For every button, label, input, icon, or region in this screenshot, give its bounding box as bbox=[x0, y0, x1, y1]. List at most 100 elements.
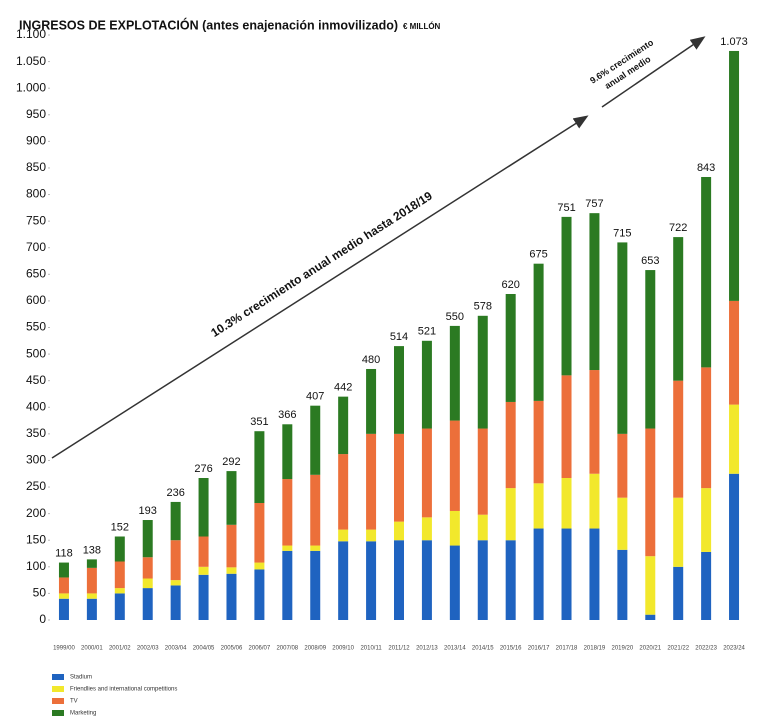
bar-segment bbox=[86, 559, 97, 568]
bar-segment bbox=[729, 300, 740, 405]
total-label: 193 bbox=[139, 505, 157, 517]
bar-segment bbox=[366, 433, 377, 530]
x-tick-label: 2016/17 bbox=[528, 646, 550, 652]
bar-segment bbox=[58, 562, 69, 578]
bar-segment bbox=[114, 561, 125, 589]
total-label: 715 bbox=[613, 227, 631, 239]
x-tick-label: 2023/24 bbox=[723, 646, 745, 652]
bar-segment bbox=[617, 242, 628, 434]
total-label: 620 bbox=[502, 279, 520, 291]
x-tick-label: 2009/10 bbox=[332, 646, 354, 652]
annotation: 10.3% crecimiento anual medio hasta 2018… bbox=[208, 189, 435, 340]
y-tick-label: 1.100 bbox=[16, 27, 46, 41]
total-label: 675 bbox=[529, 249, 547, 261]
bar-segment bbox=[561, 375, 572, 479]
trend-arrow bbox=[51, 115, 589, 459]
bar-segment bbox=[394, 433, 404, 522]
bar-segment bbox=[617, 497, 628, 550]
y-tick-label: 50 bbox=[33, 586, 47, 600]
bar-segment bbox=[561, 528, 572, 620]
bar-segment bbox=[701, 176, 712, 368]
bar-segment bbox=[421, 340, 432, 429]
bar-segment bbox=[645, 556, 656, 615]
y-tick-label: 950 bbox=[26, 107, 46, 121]
bar-segment bbox=[114, 593, 125, 620]
x-tick-label: 2013/14 bbox=[444, 646, 466, 652]
x-tick-label: 2015/16 bbox=[500, 646, 522, 652]
y-tick-label: 800 bbox=[26, 187, 46, 201]
bar-segment bbox=[338, 529, 349, 542]
y-tick-label: 600 bbox=[26, 293, 46, 307]
bar-segment bbox=[673, 497, 684, 567]
total-label: 351 bbox=[250, 416, 268, 428]
bar-segment bbox=[254, 562, 265, 570]
legend-swatch bbox=[52, 710, 64, 716]
total-label: 578 bbox=[474, 301, 492, 313]
bar-segment bbox=[533, 483, 544, 529]
bar-segment bbox=[533, 263, 544, 401]
bar-segment bbox=[673, 380, 684, 498]
bar-segment bbox=[729, 404, 740, 474]
y-tick-label: 200 bbox=[26, 506, 46, 520]
total-label: 236 bbox=[166, 487, 184, 499]
legend-swatch bbox=[52, 674, 64, 680]
chart-title: INGRESOS DE EXPLOTACIÓN (antes enajenaci… bbox=[19, 17, 398, 32]
bar-segment bbox=[142, 520, 153, 558]
bar-segment bbox=[142, 557, 153, 579]
total-label: 843 bbox=[697, 162, 715, 174]
y-tick-label: 500 bbox=[26, 346, 46, 360]
total-label: 118 bbox=[55, 547, 73, 559]
bar-segment bbox=[394, 346, 404, 434]
bar-segment bbox=[505, 293, 516, 402]
bar-segment bbox=[449, 325, 460, 421]
legend-label: TV bbox=[70, 699, 78, 705]
bar-segment bbox=[170, 580, 181, 586]
bar-segment bbox=[589, 528, 600, 620]
x-tick-label: 2008/09 bbox=[304, 646, 326, 652]
bar-segment bbox=[701, 367, 712, 489]
bar-segment bbox=[477, 428, 488, 515]
total-label: 366 bbox=[278, 409, 296, 421]
total-label: 722 bbox=[669, 222, 687, 234]
bar-segment bbox=[310, 545, 321, 551]
bar-segment bbox=[310, 550, 321, 620]
y-tick-label: 650 bbox=[26, 266, 46, 280]
x-tick-label: 2022/23 bbox=[695, 646, 717, 652]
bar-segment bbox=[505, 401, 516, 489]
bar-segment bbox=[701, 551, 712, 620]
bar-segment bbox=[394, 521, 404, 541]
y-tick-label: 700 bbox=[26, 240, 46, 254]
x-tick-label: 2020/21 bbox=[639, 646, 661, 652]
bar-segment bbox=[198, 566, 209, 575]
x-tick-label: 2007/08 bbox=[276, 646, 298, 652]
bar-segment bbox=[477, 514, 488, 541]
bar-segment bbox=[645, 270, 656, 429]
y-tick-label: 350 bbox=[26, 426, 46, 440]
x-tick-label: 2005/06 bbox=[221, 646, 243, 652]
bar-segment bbox=[170, 585, 181, 620]
bar-segment bbox=[617, 433, 628, 498]
x-tick-label: 2019/20 bbox=[612, 646, 634, 652]
x-tick-label: 2018/19 bbox=[584, 646, 606, 652]
bar-segment bbox=[673, 566, 684, 620]
y-tick-label: 300 bbox=[26, 453, 46, 467]
bar-segment bbox=[533, 400, 544, 484]
bar-segment bbox=[617, 549, 628, 620]
total-label: 442 bbox=[334, 382, 352, 394]
x-tick-label: 2011/12 bbox=[388, 646, 410, 652]
bar-segment bbox=[226, 524, 237, 568]
legend-label: Stadium bbox=[70, 675, 92, 681]
bar-segment bbox=[142, 588, 153, 620]
bar-segment bbox=[673, 237, 684, 381]
bar-segment bbox=[589, 370, 600, 474]
bar-segment bbox=[366, 529, 377, 542]
bar-segment bbox=[58, 593, 69, 599]
bar-segment bbox=[533, 528, 544, 620]
bar-segment bbox=[394, 540, 404, 620]
bar-segment bbox=[561, 216, 572, 376]
bar-segment bbox=[477, 315, 488, 429]
trend-arrow bbox=[601, 36, 706, 108]
total-label: 514 bbox=[390, 331, 408, 343]
bar-segment bbox=[226, 573, 237, 620]
bar-segment bbox=[226, 471, 237, 525]
